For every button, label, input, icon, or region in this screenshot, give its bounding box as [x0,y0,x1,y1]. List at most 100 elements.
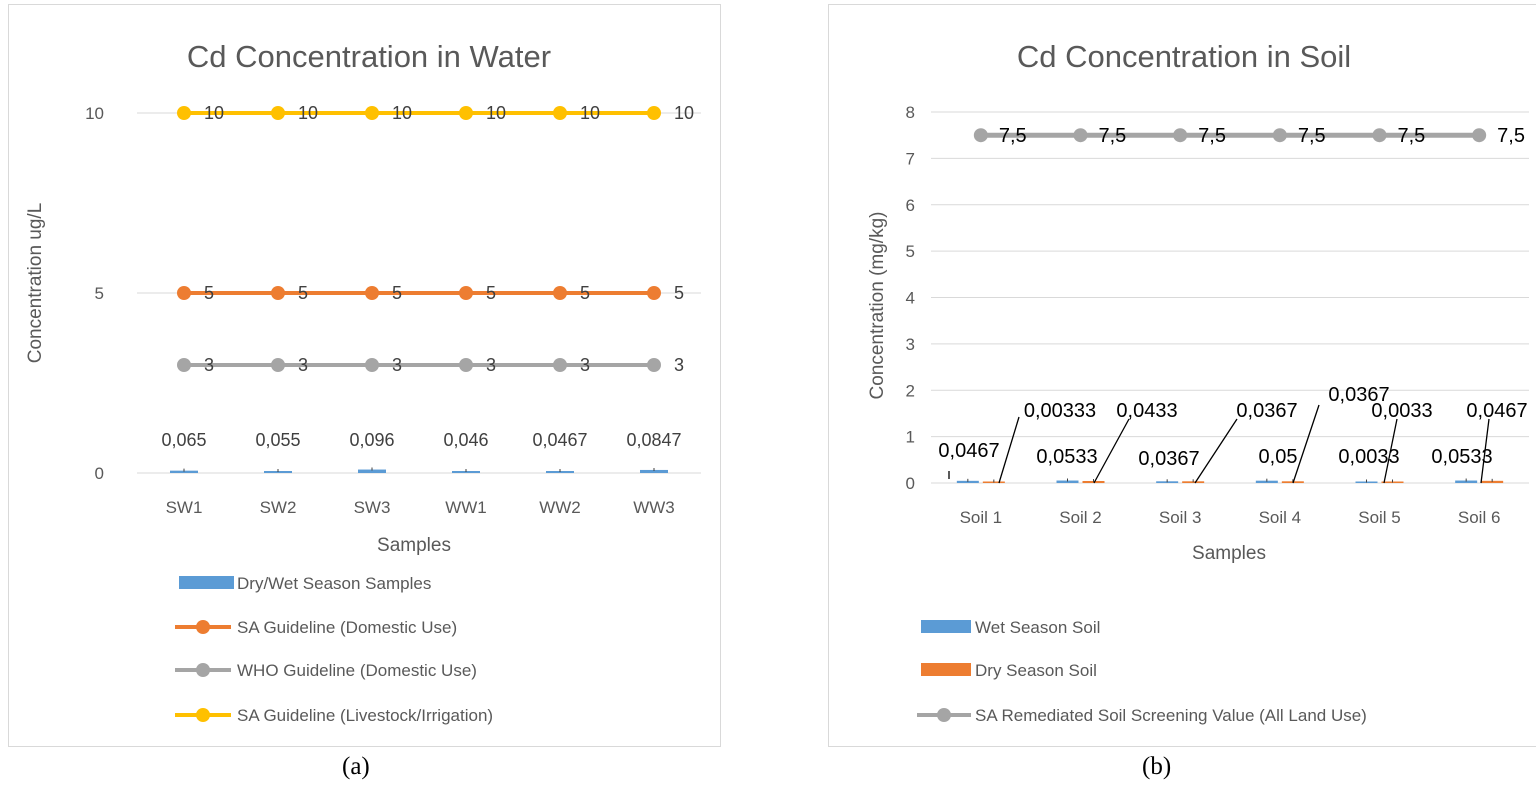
data-label: 3 [674,355,684,375]
data-label: 5 [580,283,590,303]
line-marker [1472,128,1487,143]
data-label: 0,0533 [1036,446,1097,468]
leader-line [1194,418,1238,484]
x-tick-label: Soil 5 [1358,508,1401,527]
y-axis-label: Concentration ug/L [25,203,46,364]
leader-line [1093,418,1130,484]
y-tick-label: 2 [906,381,915,400]
data-label: 0,0033 [1338,446,1399,468]
legend-marker [196,708,210,722]
data-label: 5 [298,283,308,303]
x-tick-label: SW3 [354,498,391,517]
chart-title: Cd Concentration in Water [187,39,551,74]
data-label: 5 [392,283,402,303]
bar [358,469,386,473]
y-tick-label: 5 [95,284,104,303]
data-label: 0,055 [255,430,300,450]
water-chart: Cd Concentration in Water 0 5 10 Concentrati… [25,39,701,725]
line-marker [365,286,379,300]
data-label: 0,096 [349,430,394,450]
y-tick-label: 0 [95,464,104,483]
data-label: 0,0033 [1371,400,1432,422]
data-label: 10 [674,103,694,123]
y-tick-label: 8 [906,103,915,122]
leader-line [998,416,1020,484]
legend-label: SA Guideline (Livestock/Irrigation) [237,706,493,725]
data-label: 3 [580,355,590,375]
y-tick-label: 1 [906,428,915,447]
x-tick-label: WW1 [445,498,487,517]
bar [170,470,198,473]
line-marker [365,358,379,372]
data-label: 7,5 [999,125,1027,147]
legend-marker [196,620,210,634]
chart-panel-soil: Cd Concentration in Soil 0 1 2 3 4 5 6 7 8 Concent… [828,4,1536,747]
data-label: 3 [486,355,496,375]
y-axis-label: Concentration (mg/kg) [867,212,888,400]
x-axis-label: Samples [1192,543,1266,564]
line-marker [553,286,567,300]
bar [640,469,668,473]
data-label: 3 [204,355,214,375]
chart-panel-water: Cd Concentration in Water 0 5 10 Concentrati… [8,4,721,747]
line-marker [271,106,285,120]
line-marker [271,286,285,300]
bar [1455,480,1478,483]
x-tick-label: Soil 2 [1059,508,1102,527]
data-label: 0,00333 [1024,400,1096,422]
data-label: 0,0467 [1466,400,1527,422]
data-label: 5 [486,283,496,303]
legend-label: Wet Season Soil [975,618,1100,637]
line-marker [1173,128,1188,143]
bar [1255,480,1278,483]
data-label: 7,5 [1198,125,1226,147]
legend-label: SA Guideline (Domestic Use) [237,618,457,637]
leader-line [1383,418,1398,484]
line-marker [553,358,567,372]
data-label: 5 [204,283,214,303]
legend-label: Dry/Wet Season Samples [237,574,431,593]
data-label: 0,046 [443,430,488,450]
data-label: 0,0467 [938,440,999,462]
line-marker [1272,128,1287,143]
data-label: 5 [674,283,684,303]
data-label: 10 [486,103,506,123]
data-label: 0,0367 [1138,448,1199,470]
data-label: 10 [392,103,412,123]
data-label: 7,5 [1497,125,1525,147]
data-label: 0,0367 [1328,384,1389,406]
x-tick-label: Soil 3 [1159,508,1202,527]
data-label: 3 [298,355,308,375]
x-tick-label: SW2 [260,498,297,517]
bar [1082,480,1105,483]
caption-b: (b) [1142,753,1172,780]
data-label: 10 [580,103,600,123]
x-tick-label: Soil 6 [1458,508,1501,527]
y-tick-label: 3 [906,335,915,354]
x-axis-label: Samples [377,535,451,556]
y-tick-label: 10 [85,104,104,123]
data-label: 0,0533 [1431,446,1492,468]
legend-swatch [179,576,234,589]
y-tick-label: 0 [906,474,915,493]
legend-swatch [921,620,971,633]
data-label: 7,5 [1398,125,1426,147]
data-label: 0,065 [161,430,206,450]
line-marker [1073,128,1088,143]
y-tick-label: 7 [906,149,915,168]
data-label: 10 [204,103,224,123]
line-marker [647,106,661,120]
x-tick-label: WW3 [633,498,675,517]
legend-label: WHO Guideline (Domestic Use) [237,661,477,680]
bar [1056,480,1079,483]
line-marker [553,106,567,120]
data-label: 3 [392,355,402,375]
chart-title: Cd Concentration in Soil [1017,39,1351,74]
data-label: 7,5 [1099,125,1127,147]
x-tick-label: WW2 [539,498,581,517]
bar [956,480,979,483]
bar [1481,480,1504,483]
line-marker [647,358,661,372]
data-label: 0,0367 [1236,400,1297,422]
legend-label: SA Remediated Soil Screening Value (All … [975,706,1367,725]
